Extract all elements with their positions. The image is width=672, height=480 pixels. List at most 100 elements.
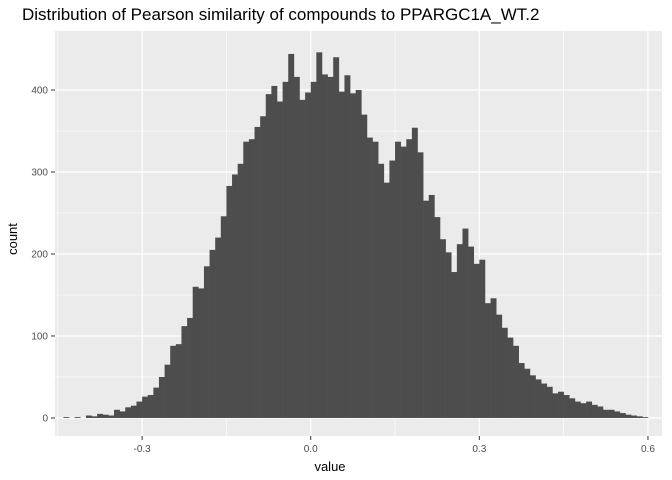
histogram-bar bbox=[181, 326, 188, 418]
y-tick-label: 300 bbox=[31, 168, 48, 179]
histogram-bar bbox=[546, 386, 553, 418]
histogram-bar bbox=[507, 337, 514, 418]
histogram-bar bbox=[203, 266, 210, 418]
histogram-bar bbox=[631, 415, 638, 418]
histogram-bar bbox=[265, 94, 272, 418]
chart-title: Distribution of Pearson similarity of co… bbox=[22, 5, 539, 24]
y-tick-label: 200 bbox=[31, 249, 48, 260]
histogram-bar bbox=[338, 91, 345, 418]
histogram-bar bbox=[406, 139, 413, 418]
histogram-bar bbox=[198, 288, 205, 418]
histogram-bar bbox=[192, 286, 199, 418]
histogram-bar bbox=[383, 182, 390, 418]
histogram-bar bbox=[277, 101, 283, 418]
histogram-bar bbox=[636, 416, 643, 418]
histogram-bar bbox=[114, 409, 120, 418]
histogram-bar bbox=[85, 415, 92, 418]
histogram-bars bbox=[63, 52, 649, 418]
histogram-bar bbox=[558, 391, 564, 418]
histogram-bar bbox=[513, 345, 519, 418]
histogram-bar bbox=[119, 411, 126, 418]
histogram-bar bbox=[518, 363, 525, 418]
histogram-bar bbox=[147, 395, 154, 418]
histogram-bar bbox=[451, 272, 458, 418]
histogram-bar bbox=[445, 252, 452, 418]
histogram-bar bbox=[586, 401, 593, 418]
histogram-bar bbox=[355, 90, 362, 418]
histogram-bar bbox=[468, 246, 475, 418]
histogram-bar bbox=[591, 404, 598, 418]
histogram-bar bbox=[108, 415, 115, 418]
histogram-bar bbox=[411, 127, 418, 418]
histogram-bar bbox=[260, 116, 267, 418]
histogram-bar bbox=[158, 376, 165, 418]
histogram-bar bbox=[417, 152, 424, 418]
histogram-bar bbox=[602, 409, 609, 418]
histogram-bar bbox=[288, 53, 295, 418]
histogram-bar bbox=[232, 174, 238, 418]
histogram-bar bbox=[423, 200, 430, 418]
x-tick-label: 0.6 bbox=[641, 444, 655, 455]
histogram-bar bbox=[625, 414, 632, 418]
histogram-bar bbox=[125, 407, 132, 418]
histogram-bar bbox=[350, 93, 356, 418]
x-axis-label: value bbox=[314, 459, 345, 474]
histogram-bar bbox=[170, 345, 177, 418]
histogram-bar bbox=[569, 398, 576, 418]
histogram-bar bbox=[316, 52, 323, 418]
histogram-bar bbox=[293, 76, 300, 418]
histogram-bar bbox=[310, 81, 317, 418]
histogram-bar bbox=[395, 141, 401, 418]
histogram-bar bbox=[91, 416, 98, 418]
histogram-bar bbox=[333, 57, 340, 418]
histogram-bar bbox=[462, 228, 469, 418]
y-tick-label: 400 bbox=[31, 86, 48, 97]
histogram-bar bbox=[597, 406, 604, 418]
histogram-bar bbox=[529, 375, 536, 418]
histogram-bar bbox=[130, 405, 137, 418]
x-tick-label: 0.3 bbox=[472, 444, 486, 455]
histogram-bar bbox=[378, 163, 385, 418]
histogram-bar bbox=[187, 317, 193, 418]
histogram-bar bbox=[63, 417, 70, 418]
histogram-bar bbox=[271, 85, 278, 418]
histogram-bar bbox=[473, 263, 480, 418]
y-tick-label: 0 bbox=[42, 413, 48, 424]
histogram-bar bbox=[428, 194, 435, 418]
histogram-bar bbox=[496, 314, 503, 418]
histogram-bar bbox=[535, 379, 542, 418]
histogram-bar bbox=[619, 413, 626, 418]
histogram-bar bbox=[215, 237, 222, 418]
histogram-bar bbox=[299, 99, 306, 418]
histogram-bar bbox=[574, 401, 581, 418]
histogram-bar bbox=[209, 249, 216, 418]
histogram-bar bbox=[175, 344, 182, 418]
histogram-bar bbox=[608, 409, 615, 418]
histogram-bar bbox=[541, 383, 548, 418]
histogram-bar bbox=[366, 137, 373, 418]
histogram-bar bbox=[484, 303, 491, 418]
histogram-bar bbox=[226, 185, 233, 418]
histogram-bar bbox=[102, 414, 109, 418]
histogram-bar bbox=[305, 92, 312, 418]
histogram-bar bbox=[614, 411, 621, 418]
histogram-bar bbox=[327, 76, 334, 418]
histogram-bar bbox=[372, 141, 379, 418]
x-tick-label: 0.0 bbox=[304, 444, 318, 455]
histogram-bar bbox=[434, 217, 441, 418]
histogram-bar bbox=[580, 403, 587, 418]
histogram-bar bbox=[456, 244, 463, 418]
histogram-bar bbox=[237, 163, 244, 418]
histogram-bar bbox=[254, 126, 261, 418]
histogram-bar bbox=[282, 81, 289, 418]
x-tick-label: -0.3 bbox=[133, 444, 151, 455]
histogram-bar bbox=[344, 75, 351, 418]
y-axis-label: count bbox=[5, 223, 20, 255]
histogram-bar bbox=[164, 364, 171, 418]
histogram-bar bbox=[389, 160, 396, 418]
histogram-bar bbox=[400, 146, 407, 418]
histogram-bar bbox=[563, 395, 570, 418]
histogram-bar bbox=[74, 417, 81, 418]
histogram-bar bbox=[220, 216, 227, 418]
